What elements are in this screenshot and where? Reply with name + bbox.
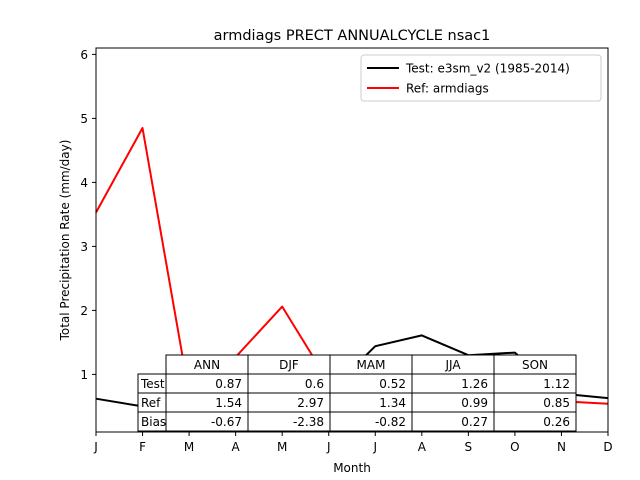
x-tick-label: A (232, 440, 241, 454)
table-cell-value: 0.27 (461, 415, 488, 429)
table-header-label: JJA (444, 358, 461, 372)
table-cell-value: 0.99 (461, 396, 488, 410)
y-tick-label: 6 (80, 48, 88, 62)
legend-label: Test: e3sm_v2 (1985-2014) (405, 62, 570, 76)
table-cell-value: 0.52 (379, 377, 406, 391)
table-header-label: DJF (279, 358, 299, 372)
table-row-label: Bias (141, 415, 166, 429)
legend-label: Ref: armdiags (406, 82, 489, 96)
table-header-label: ANN (194, 358, 220, 372)
table-cell-value: 0.26 (543, 415, 570, 429)
x-tick-label: A (418, 440, 427, 454)
table-cell-value: 0.87 (215, 377, 242, 391)
table-cell-value: -2.38 (293, 415, 324, 429)
chart-title: armdiags PRECT ANNUALCYCLE nsac1 (214, 28, 491, 44)
table-row-label: Test (140, 377, 165, 391)
table-row-label: Ref (141, 396, 161, 410)
x-tick-label: M (277, 440, 287, 454)
y-axis-label: Total Precipitation Rate (mm/day) (58, 140, 72, 342)
table-cell-value: -0.67 (211, 415, 242, 429)
table-cell-value: 2.97 (297, 396, 324, 410)
x-tick-label: F (139, 440, 146, 454)
x-tick-label: O (510, 440, 519, 454)
x-tick-label: N (557, 440, 566, 454)
table-cell-value: 0.6 (305, 377, 324, 391)
x-axis-label: Month (333, 461, 371, 475)
table-cell-value: -0.82 (375, 415, 406, 429)
legend-box (360, 54, 602, 102)
table-cell-value: 1.34 (379, 396, 406, 410)
x-tick-label: M (184, 440, 194, 454)
x-tick-label: J (372, 440, 377, 454)
table-header-label: SON (522, 358, 548, 372)
y-tick-label: 4 (80, 176, 88, 190)
x-tick-label: D (603, 440, 612, 454)
table-cell-value: 0.85 (543, 396, 570, 410)
y-tick-label: 2 (80, 304, 88, 318)
x-tick-label: J (93, 440, 98, 454)
table-cell-value: 1.54 (215, 396, 242, 410)
table-header-label: MAM (357, 358, 386, 372)
x-tick-label: J (326, 440, 331, 454)
y-tick-label: 1 (80, 368, 88, 382)
plot-frame (95, 47, 609, 433)
y-tick-label: 5 (80, 112, 88, 126)
table-cell-value: 1.12 (543, 377, 570, 391)
table-cell-value: 1.26 (461, 377, 488, 391)
table-cell (493, 411, 577, 432)
x-tick-label: S (465, 440, 473, 454)
y-tick-label: 3 (80, 240, 88, 254)
